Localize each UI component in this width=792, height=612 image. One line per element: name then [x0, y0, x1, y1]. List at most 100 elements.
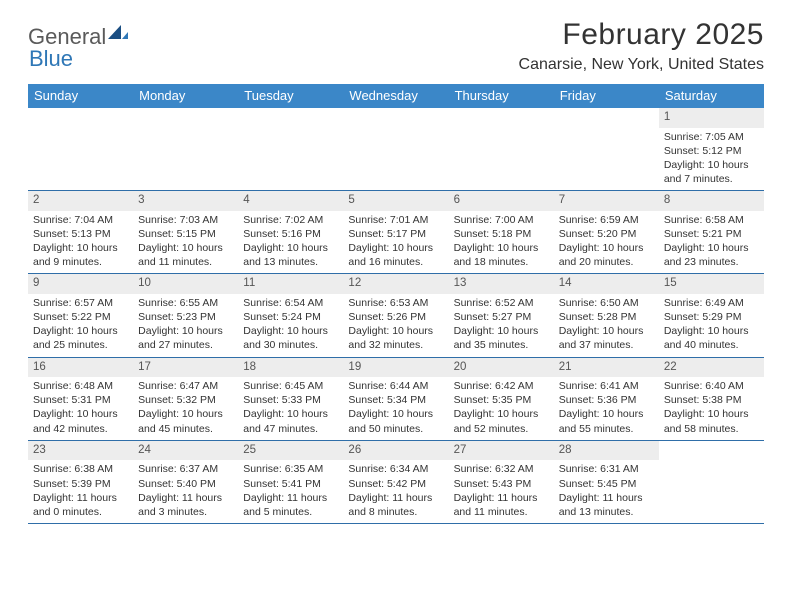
day-cell: 25Sunrise: 6:35 AMSunset: 5:41 PMDayligh…: [238, 441, 343, 523]
sunset-text: Sunset: 5:33 PM: [243, 393, 338, 407]
daylight-text: Daylight: 10 hours and 30 minutes.: [243, 324, 338, 352]
daylight-text: Daylight: 11 hours and 13 minutes.: [559, 491, 654, 519]
sunrise-text: Sunrise: 7:01 AM: [348, 213, 443, 227]
day-body: Sunrise: 6:49 AMSunset: 5:29 PMDaylight:…: [659, 296, 764, 357]
sunrise-text: Sunrise: 7:02 AM: [243, 213, 338, 227]
daylight-text: Daylight: 10 hours and 40 minutes.: [664, 324, 759, 352]
sunrise-text: Sunrise: 7:03 AM: [138, 213, 233, 227]
daylight-text: Daylight: 10 hours and 35 minutes.: [454, 324, 549, 352]
day-number: 24: [133, 441, 238, 461]
day-body: Sunrise: 6:53 AMSunset: 5:26 PMDaylight:…: [343, 296, 448, 357]
title-location: Canarsie, New York, United States: [519, 56, 764, 74]
day-body: Sunrise: 7:03 AMSunset: 5:15 PMDaylight:…: [133, 213, 238, 274]
day-cell: 26Sunrise: 6:34 AMSunset: 5:42 PMDayligh…: [343, 441, 448, 523]
sunrise-text: Sunrise: 6:58 AM: [664, 213, 759, 227]
sunset-text: Sunset: 5:20 PM: [559, 227, 654, 241]
sunrise-text: Sunrise: 6:50 AM: [559, 296, 654, 310]
day-body: Sunrise: 6:50 AMSunset: 5:28 PMDaylight:…: [554, 296, 659, 357]
sunset-text: Sunset: 5:38 PM: [664, 393, 759, 407]
sunrise-text: Sunrise: 6:41 AM: [559, 379, 654, 393]
day-body: Sunrise: 6:59 AMSunset: 5:20 PMDaylight:…: [554, 213, 659, 274]
day-body: Sunrise: 6:47 AMSunset: 5:32 PMDaylight:…: [133, 379, 238, 440]
sunrise-text: Sunrise: 6:35 AM: [243, 462, 338, 476]
daylight-text: Daylight: 10 hours and 37 minutes.: [559, 324, 654, 352]
sunset-text: Sunset: 5:40 PM: [138, 477, 233, 491]
sunset-text: Sunset: 5:36 PM: [559, 393, 654, 407]
sunset-text: Sunset: 5:21 PM: [664, 227, 759, 241]
sunset-text: Sunset: 5:12 PM: [664, 144, 759, 158]
sunrise-text: Sunrise: 6:48 AM: [33, 379, 128, 393]
day-number: 14: [554, 274, 659, 294]
daylight-text: Daylight: 10 hours and 58 minutes.: [664, 407, 759, 435]
day-cell: [133, 108, 238, 190]
sunrise-text: Sunrise: 6:54 AM: [243, 296, 338, 310]
week-row: 16Sunrise: 6:48 AMSunset: 5:31 PMDayligh…: [28, 358, 764, 441]
day-cell: 27Sunrise: 6:32 AMSunset: 5:43 PMDayligh…: [449, 441, 554, 523]
sunrise-text: Sunrise: 6:42 AM: [454, 379, 549, 393]
sunrise-text: Sunrise: 6:59 AM: [559, 213, 654, 227]
daylight-text: Daylight: 10 hours and 13 minutes.: [243, 241, 338, 269]
day-header-wednesday: Wednesday: [343, 84, 448, 108]
day-cell: 3Sunrise: 7:03 AMSunset: 5:15 PMDaylight…: [133, 191, 238, 273]
day-body: Sunrise: 7:04 AMSunset: 5:13 PMDaylight:…: [28, 213, 133, 274]
daylight-text: Daylight: 10 hours and 55 minutes.: [559, 407, 654, 435]
day-header-friday: Friday: [554, 84, 659, 108]
day-cell: 6 Sunrise: 7:00 AMSunset: 5:18 PMDaylight…: [449, 191, 554, 273]
daylight-text: Daylight: 10 hours and 23 minutes.: [664, 241, 759, 269]
sunrise-text: Sunrise: 6:31 AM: [559, 462, 654, 476]
day-cell: 7Sunrise: 6:59 AMSunset: 5:20 PMDaylight…: [554, 191, 659, 273]
day-number: 11: [238, 274, 343, 294]
day-body: Sunrise: 6:57 AMSunset: 5:22 PMDaylight:…: [28, 296, 133, 357]
sunset-text: Sunset: 5:22 PM: [33, 310, 128, 324]
day-number: 28: [554, 441, 659, 461]
day-cell: [659, 441, 764, 523]
day-number: 19: [343, 358, 448, 378]
week-row: 23Sunrise: 6:38 AMSunset: 5:39 PMDayligh…: [28, 441, 764, 524]
day-cell: [554, 108, 659, 190]
day-number: 9: [28, 274, 133, 294]
sunrise-text: Sunrise: 6:44 AM: [348, 379, 443, 393]
day-header-row: Sunday Monday Tuesday Wednesday Thursday…: [28, 84, 764, 108]
sunset-text: Sunset: 5:26 PM: [348, 310, 443, 324]
day-cell: 23Sunrise: 6:38 AMSunset: 5:39 PMDayligh…: [28, 441, 133, 523]
day-number: 2: [28, 191, 133, 211]
day-header-tuesday: Tuesday: [238, 84, 343, 108]
day-body: Sunrise: 6:35 AMSunset: 5:41 PMDaylight:…: [238, 462, 343, 523]
sunrise-text: Sunrise: 7:05 AM: [664, 130, 759, 144]
weeks-container: 1Sunrise: 7:05 AMSunset: 5:12 PMDaylight…: [28, 108, 764, 524]
day-cell: 13Sunrise: 6:52 AMSunset: 5:27 PMDayligh…: [449, 274, 554, 356]
day-cell: 11Sunrise: 6:54 AMSunset: 5:24 PMDayligh…: [238, 274, 343, 356]
daylight-text: Daylight: 10 hours and 9 minutes.: [33, 241, 128, 269]
day-body: Sunrise: 6:58 AMSunset: 5:21 PMDaylight:…: [659, 213, 764, 274]
day-cell: 18Sunrise: 6:45 AMSunset: 5:33 PMDayligh…: [238, 358, 343, 440]
sunrise-text: Sunrise: 6:53 AM: [348, 296, 443, 310]
sunrise-text: Sunrise: 7:00 AM: [454, 213, 549, 227]
sunrise-text: Sunrise: 6:49 AM: [664, 296, 759, 310]
sunrise-text: Sunrise: 6:32 AM: [454, 462, 549, 476]
sunrise-text: Sunrise: 6:52 AM: [454, 296, 549, 310]
day-header-sunday: Sunday: [28, 84, 133, 108]
day-cell: 16Sunrise: 6:48 AMSunset: 5:31 PMDayligh…: [28, 358, 133, 440]
daylight-text: Daylight: 10 hours and 7 minutes.: [664, 158, 759, 186]
day-number: 21: [554, 358, 659, 378]
day-number: 6: [449, 191, 554, 211]
day-body: Sunrise: 6:42 AMSunset: 5:35 PMDaylight:…: [449, 379, 554, 440]
day-number: 23: [28, 441, 133, 461]
daylight-text: Daylight: 10 hours and 18 minutes.: [454, 241, 549, 269]
daylight-text: Daylight: 11 hours and 11 minutes.: [454, 491, 549, 519]
day-body: Sunrise: 7:05 AMSunset: 5:12 PMDaylight:…: [659, 130, 764, 191]
day-cell: 19Sunrise: 6:44 AMSunset: 5:34 PMDayligh…: [343, 358, 448, 440]
daylight-text: Daylight: 10 hours and 20 minutes.: [559, 241, 654, 269]
day-body: Sunrise: 6:31 AMSunset: 5:45 PMDaylight:…: [554, 462, 659, 523]
day-cell: 5Sunrise: 7:01 AMSunset: 5:17 PMDaylight…: [343, 191, 448, 273]
daylight-text: Daylight: 11 hours and 5 minutes.: [243, 491, 338, 519]
day-body: Sunrise: 6:41 AMSunset: 5:36 PMDaylight:…: [554, 379, 659, 440]
week-row: 1Sunrise: 7:05 AMSunset: 5:12 PMDaylight…: [28, 108, 764, 191]
brand-sail-icon: [108, 23, 128, 46]
sunset-text: Sunset: 5:15 PM: [138, 227, 233, 241]
sunset-text: Sunset: 5:16 PM: [243, 227, 338, 241]
sunset-text: Sunset: 5:18 PM: [454, 227, 549, 241]
sunset-text: Sunset: 5:17 PM: [348, 227, 443, 241]
page: General February 2025 Canarsie, New York…: [0, 0, 792, 524]
sunrise-text: Sunrise: 6:47 AM: [138, 379, 233, 393]
